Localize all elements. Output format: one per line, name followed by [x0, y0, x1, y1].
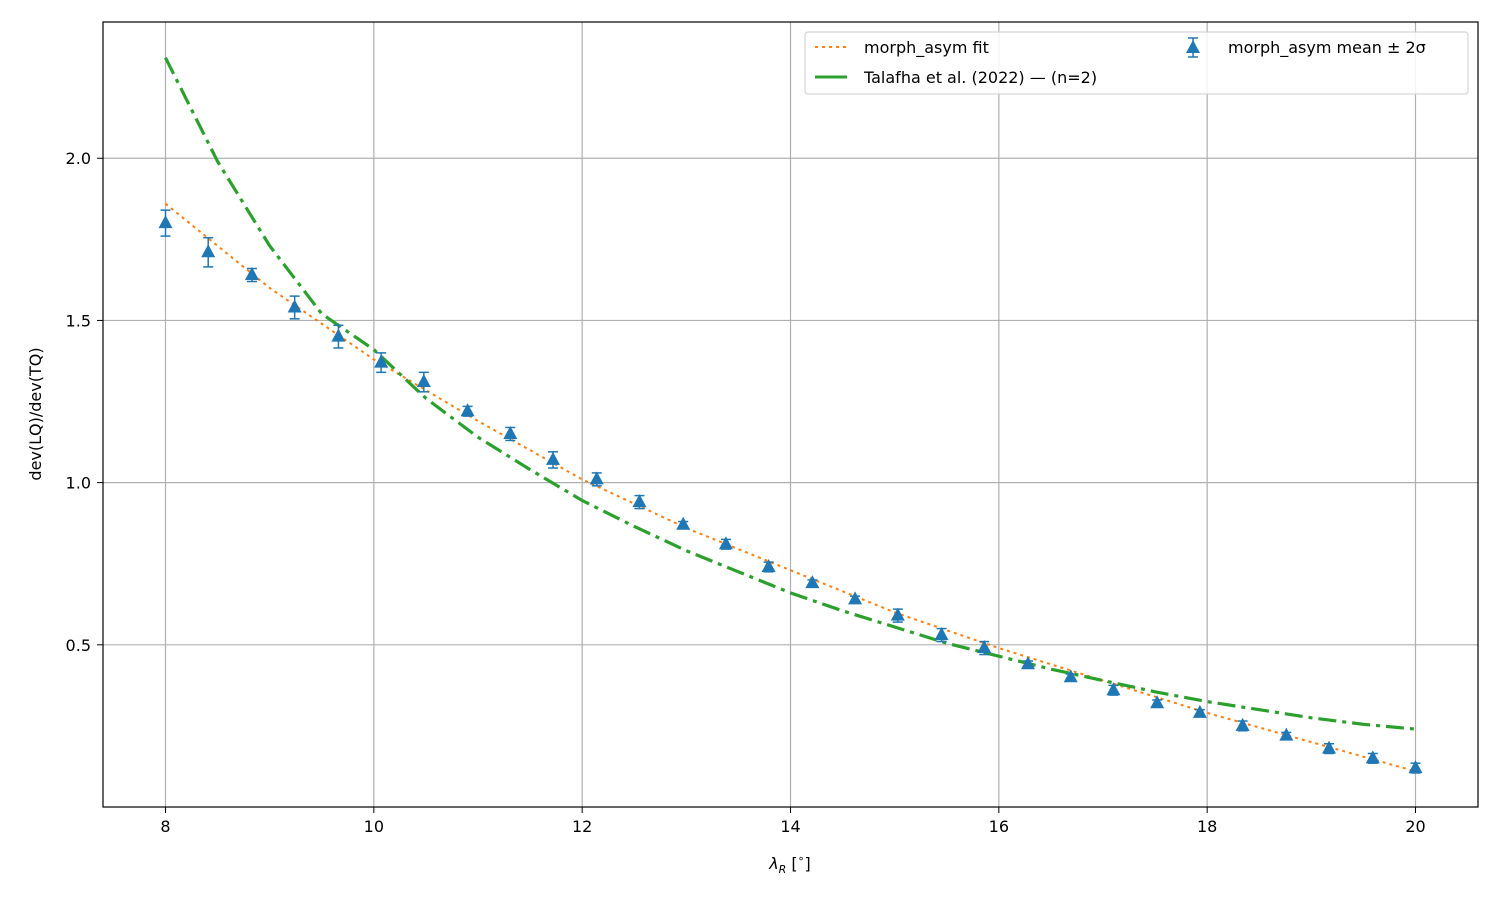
data-point-triangle — [546, 451, 560, 465]
data-point-triangle — [244, 267, 259, 281]
data-point-triangle — [890, 607, 905, 621]
data-point-triangle — [718, 536, 733, 550]
data-point-triangle — [848, 591, 863, 605]
y-tick-label: 1.5 — [66, 311, 91, 330]
legend: morph_asym fit Talafha et al. (2022) — (… — [804, 31, 1469, 95]
data-point-triangle — [1192, 704, 1207, 718]
x-tick-label: 8 — [160, 817, 170, 836]
legend-talafha-label: Talafha et al. (2022) — (n=2) — [863, 68, 1097, 87]
data-point-triangle — [460, 403, 475, 417]
data-point-triangle — [1063, 669, 1078, 683]
legend-frame — [804, 31, 1469, 95]
data-point-triangle — [287, 299, 302, 313]
data-point-triangle — [1021, 656, 1035, 670]
data-point-triangle — [1408, 760, 1423, 774]
x-tick-label: 12 — [572, 817, 592, 836]
data-point-triangle — [977, 640, 992, 654]
fit-line — [164, 202, 1416, 773]
ticks: 8 10 12 14 16 18 20 0.5 1.0 1.5 2.0 — [66, 149, 1426, 836]
data-point-triangle — [761, 558, 776, 572]
data-point-triangle — [1279, 727, 1294, 741]
y-axis-label: dev(LQ)/dev(TQ) — [26, 347, 45, 480]
y-tick-label: 1.0 — [66, 474, 91, 493]
data-point-triangle — [1106, 682, 1121, 696]
data-point-triangle — [934, 627, 949, 641]
x-tick-label: 18 — [1197, 817, 1217, 836]
legend-mean-swatch — [1186, 37, 1200, 58]
x-tick-label: 10 — [364, 817, 384, 836]
data-point-triangle — [589, 471, 604, 485]
y-tick-label: 0.5 — [66, 636, 91, 655]
svg-text:λR [∘]: λR [∘] — [768, 852, 811, 876]
data-point-triangle — [1365, 750, 1380, 764]
data-point-triangle — [331, 328, 346, 342]
data-point-triangle — [632, 494, 647, 508]
grid — [103, 22, 1478, 807]
data-point-triangle — [1150, 695, 1165, 709]
data-point-triangle — [503, 425, 518, 439]
data-point-triangle — [1322, 740, 1337, 754]
y-tick-label: 2.0 — [66, 149, 91, 168]
x-tick-label: 20 — [1405, 817, 1425, 836]
data-point-triangle — [416, 374, 431, 388]
legend-fit-label: morph_asym fit — [864, 38, 989, 58]
series-layer — [158, 56, 1423, 774]
talafha-line — [164, 56, 1416, 731]
x-tick-label: 14 — [780, 817, 800, 836]
data-point-triangle — [676, 516, 691, 530]
data-point-triangle — [805, 575, 820, 589]
legend-mean-label: morph_asym mean ± 2σ — [1228, 38, 1426, 58]
x-axis-label: λR [∘] — [768, 852, 811, 876]
x-tick-label: 16 — [989, 817, 1009, 836]
data-point-triangle — [1235, 717, 1250, 731]
data-point-triangle — [158, 215, 173, 229]
data-point-triangle — [201, 244, 216, 258]
data-point-triangle — [374, 354, 389, 368]
